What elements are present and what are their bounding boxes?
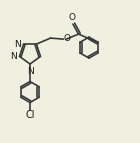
Text: O: O [68, 13, 75, 22]
Text: O: O [64, 34, 71, 43]
Text: N: N [10, 52, 17, 61]
Text: Cl: Cl [25, 111, 35, 121]
Text: N: N [14, 40, 21, 49]
Text: N: N [27, 66, 33, 76]
